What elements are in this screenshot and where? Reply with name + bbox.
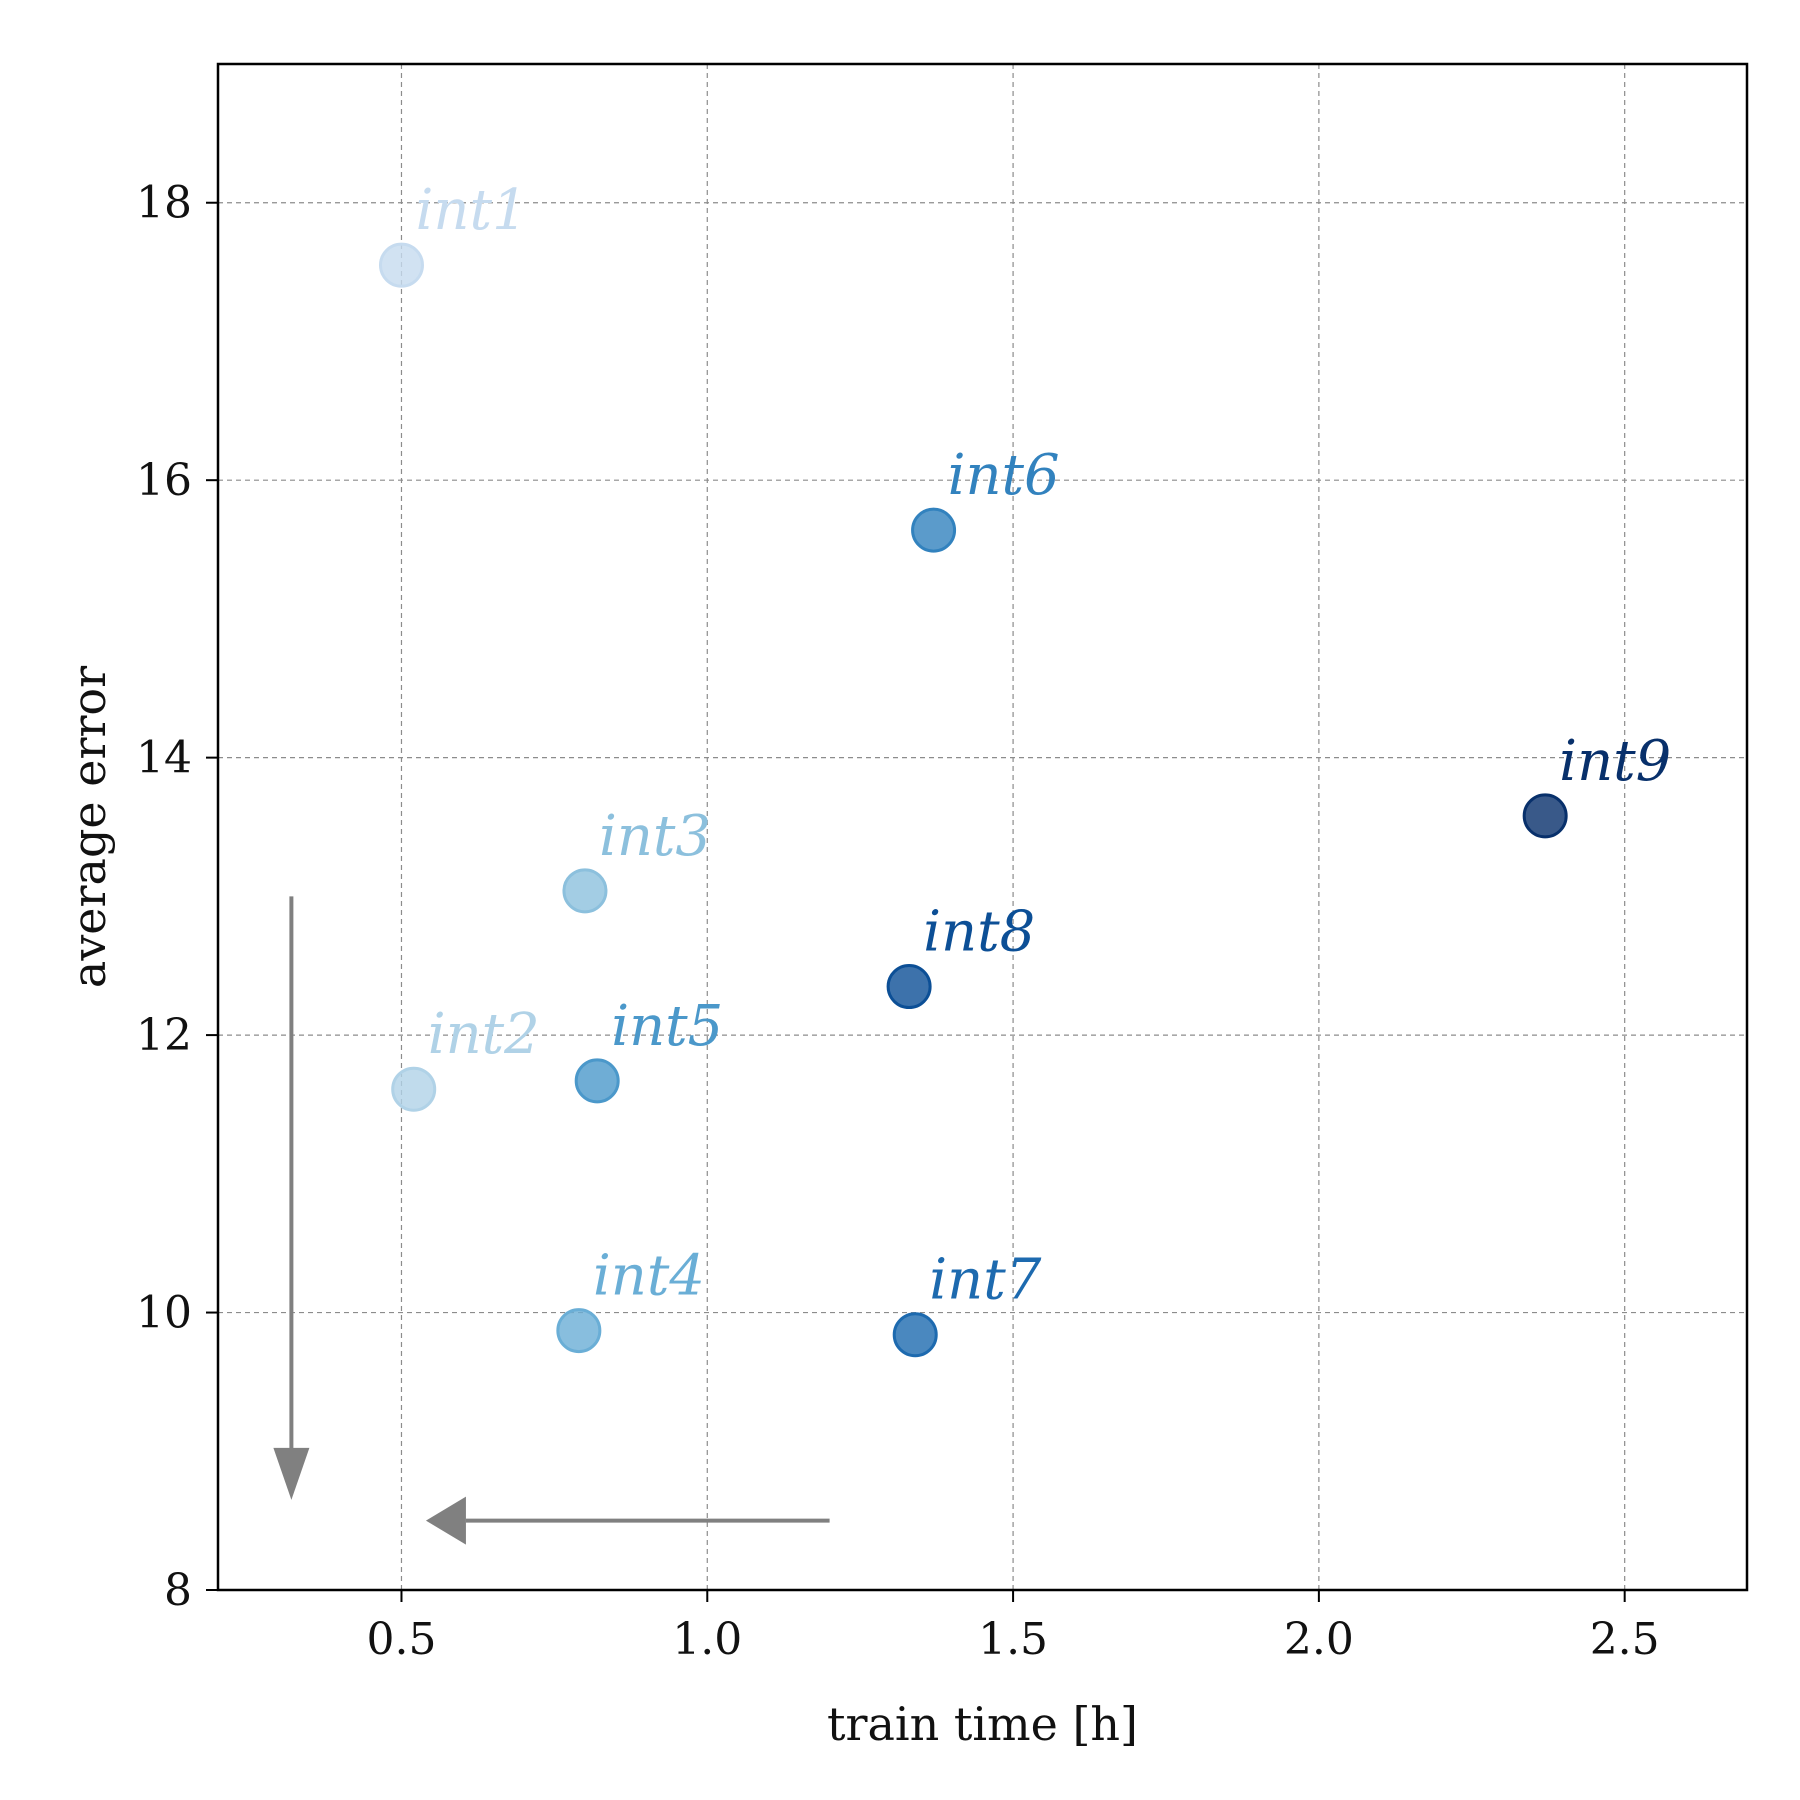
y-tick-label: 16	[136, 455, 192, 506]
x-axis-label: train time [h]	[827, 1697, 1138, 1751]
y-tick-label: 10	[136, 1288, 192, 1339]
point-label: int3	[599, 804, 711, 869]
point-label: int6	[948, 443, 1060, 508]
point-label: int2	[428, 1002, 540, 1067]
point-label: int1	[415, 178, 527, 243]
x-tick-label: 1.0	[672, 1614, 742, 1665]
x-tick-label: 2.0	[1284, 1614, 1354, 1665]
point-label: int5	[611, 994, 723, 1059]
point-label: int9	[1559, 729, 1671, 794]
x-tick-label: 2.5	[1590, 1614, 1660, 1665]
y-tick-label: 14	[136, 733, 192, 784]
data-point	[556, 1308, 602, 1354]
data-point	[378, 242, 424, 288]
data-point	[391, 1066, 437, 1112]
direction-arrows	[273, 896, 830, 1545]
point-label: int4	[593, 1244, 705, 1309]
x-tick-label: 0.5	[366, 1614, 436, 1665]
y-axis-label: average error	[62, 666, 116, 988]
data-points	[378, 242, 1568, 1358]
data-point	[574, 1058, 620, 1104]
data-point	[911, 507, 957, 553]
data-point	[886, 964, 932, 1010]
data-point	[1522, 793, 1568, 839]
y-tick-label: 8	[164, 1565, 192, 1616]
plot-frame	[216, 62, 1749, 1592]
grid-lines	[218, 64, 1747, 1591]
down-arrow-head	[273, 1447, 310, 1500]
point-labels: int1 int2 int3 int4 int5 int6 int7 int8 int9	[415, 178, 1671, 1313]
x-tick-label: 1.5	[978, 1614, 1048, 1665]
y-tick-label: 18	[136, 178, 192, 229]
y-tick-label: 12	[136, 1010, 192, 1061]
point-label: int7	[929, 1248, 1041, 1313]
point-label: int8	[923, 900, 1035, 965]
data-point	[562, 868, 608, 914]
left-arrow-head	[425, 1496, 466, 1545]
data-point	[892, 1312, 938, 1358]
axis-ticks: 0.5 1.0 1.5 2.0 2.5 8 10 12 14 16 18	[136, 178, 1660, 1665]
